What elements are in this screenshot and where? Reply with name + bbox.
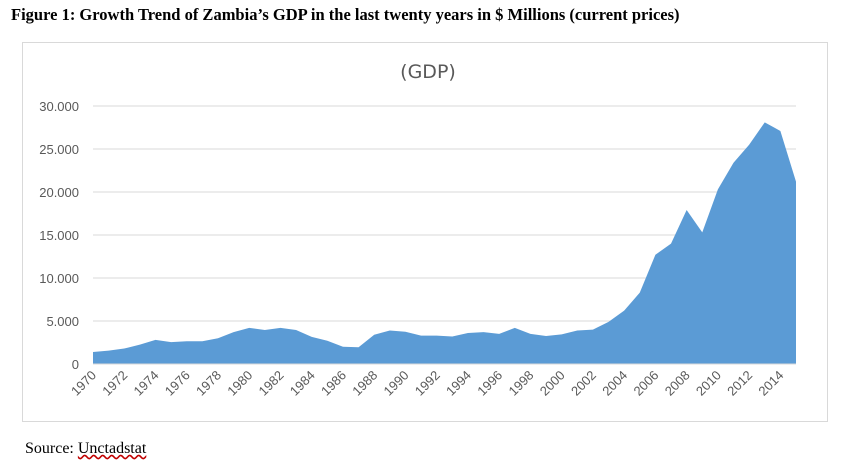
x-tick-label-2012: 2012 [724, 368, 755, 399]
x-tick-label-1994: 1994 [443, 368, 474, 399]
x-tick-label-2000: 2000 [537, 368, 568, 399]
y-tick-label-4: 20.000 [39, 185, 79, 200]
x-tick-label-1976: 1976 [162, 368, 193, 399]
x-tick-label-1998: 1998 [505, 368, 536, 399]
y-tick-label-6: 30.000 [39, 99, 79, 114]
x-tick-label-1992: 1992 [412, 368, 443, 399]
x-tick-label-2002: 2002 [568, 368, 599, 399]
x-tick-label-2014: 2014 [755, 368, 786, 399]
gdp-area-chart: 0 5.000 10.000 15.000 20.000 25.000 30.000 1970… [39, 61, 796, 399]
x-tick-label-1978: 1978 [193, 368, 224, 399]
x-tick-label-1970: 1970 [68, 368, 99, 399]
x-tick-label-1974: 1974 [131, 368, 162, 399]
x-tick-label-1996: 1996 [474, 368, 505, 399]
y-tick-label-2: 10.000 [39, 271, 79, 286]
chart-title: (GDP) [400, 61, 456, 83]
y-tick-label-0: 0 [72, 357, 79, 372]
x-tick-label-1972: 1972 [99, 368, 130, 399]
x-tick-label-1982: 1982 [256, 368, 287, 399]
gdp-area [93, 122, 796, 364]
x-tick-label-2006: 2006 [630, 368, 661, 399]
y-tick-label-5: 25.000 [39, 142, 79, 157]
x-tick-label-2008: 2008 [662, 368, 693, 399]
x-tick-label-1984: 1984 [287, 368, 318, 399]
source-label: Source: [25, 440, 74, 457]
chart-frame: 0 5.000 10.000 15.000 20.000 25.000 30.000 1970… [22, 42, 828, 422]
x-tick-label-1990: 1990 [381, 368, 412, 399]
x-tick-label-1986: 1986 [318, 368, 349, 399]
x-tick-label-1980: 1980 [224, 368, 255, 399]
source-link[interactable]: Unctadstat [77, 440, 147, 457]
x-tick-label-2010: 2010 [693, 368, 724, 399]
y-tick-label-3: 15.000 [39, 228, 79, 243]
figure-title: Figure 1: Growth Trend of Zambia’s GDP i… [11, 5, 680, 24]
x-tick-label-2004: 2004 [599, 368, 630, 399]
y-tick-label-1: 5.000 [46, 314, 79, 329]
source-line: Source: Unctadstat [25, 440, 146, 458]
x-tick-label-1988: 1988 [349, 368, 380, 399]
